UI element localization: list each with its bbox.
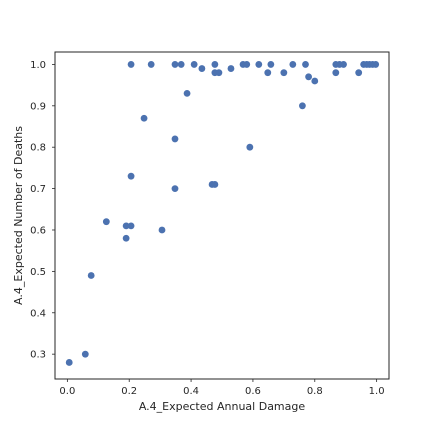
- data-point: [302, 61, 309, 68]
- data-point: [264, 69, 272, 77]
- data-point: [340, 61, 347, 68]
- x-tick-label: 0.2: [121, 386, 137, 397]
- data-point: [215, 69, 223, 77]
- data-point: [102, 218, 110, 226]
- plot-frame: [54, 51, 390, 380]
- data-point: [183, 89, 191, 97]
- data-point: [332, 69, 340, 77]
- data-point: [211, 61, 219, 68]
- y-axis-ticks: 0.3 0.4 0.5 0.6 0.7 0.8 0.9 1.0: [30, 60, 55, 361]
- x-tick-label: 0.4: [183, 386, 199, 397]
- data-point: [305, 73, 312, 81]
- y-tick-label: 0.4: [30, 308, 46, 319]
- data-point: [81, 350, 89, 358]
- data-point: [355, 69, 363, 77]
- data-point: [299, 102, 306, 110]
- y-tick-label: 0.7: [30, 184, 46, 195]
- data-point: [87, 272, 95, 279]
- data-points: [65, 61, 380, 366]
- data-point: [171, 135, 179, 143]
- data-point: [280, 69, 288, 77]
- y-tick-label: 0.3: [30, 350, 46, 361]
- data-point: [243, 61, 251, 68]
- data-point: [372, 61, 380, 68]
- x-tick-label: 0.8: [307, 386, 323, 397]
- data-point: [65, 359, 73, 366]
- x-tick-label: 0.0: [59, 386, 75, 397]
- y-tick-label: 1.0: [30, 60, 46, 71]
- data-point: [177, 61, 185, 68]
- y-tick-label: 0.9: [30, 101, 46, 112]
- data-point: [198, 65, 206, 72]
- y-axis-label: A.4_Expected Number of Deaths: [12, 126, 25, 305]
- data-point: [127, 172, 135, 180]
- data-point: [158, 226, 166, 234]
- data-point: [140, 114, 148, 122]
- data-point: [122, 234, 130, 242]
- x-tick-label: 0.6: [245, 386, 261, 397]
- data-point: [211, 181, 219, 188]
- data-point: [255, 61, 263, 68]
- x-axis-label: A.4_Expected Annual Damage: [139, 400, 306, 413]
- data-point: [127, 61, 135, 68]
- data-point: [289, 61, 297, 68]
- data-point: [147, 61, 155, 68]
- data-point: [171, 185, 179, 192]
- y-tick-label: 0.6: [30, 225, 46, 236]
- data-point: [171, 61, 179, 68]
- y-tick-label: 0.5: [30, 267, 46, 278]
- data-point: [122, 222, 130, 230]
- x-tick-label: 1.0: [369, 386, 385, 397]
- data-point: [190, 61, 198, 68]
- data-point: [246, 143, 254, 151]
- data-point: [311, 77, 319, 85]
- plot-area: [55, 52, 389, 379]
- y-tick-label: 0.8: [30, 143, 46, 154]
- data-point: [267, 61, 275, 68]
- data-point: [227, 65, 235, 72]
- data-point: [127, 222, 135, 230]
